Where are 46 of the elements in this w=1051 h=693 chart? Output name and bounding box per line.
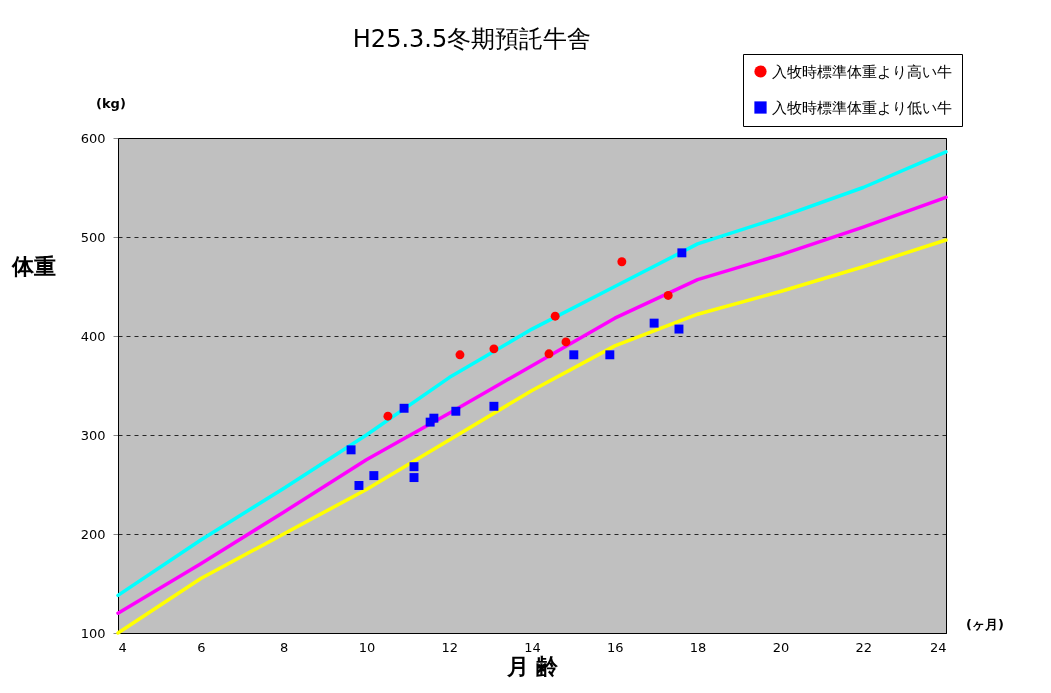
point [617,257,627,267]
point [649,318,659,328]
y-tick-label: 400 [80,328,106,344]
x-tick-label: 18 [689,639,707,655]
point [674,324,684,334]
x-axis-title: 月 齢 [505,653,560,679]
y-tick-label: 600 [80,130,106,146]
point [550,311,560,321]
point [561,337,571,347]
text: (ヶ月) [966,616,1004,634]
legend-label: 入牧時標準体重より高い牛 [772,62,952,81]
point [429,413,439,423]
x-tick-label: 10 [358,639,376,655]
point [455,350,465,360]
point [677,248,687,258]
point [544,349,554,359]
point [346,445,356,455]
x-tick-label: 4 [118,639,127,655]
y-axis-title: 体重 [10,253,56,279]
x-tick-label: 6 [197,639,206,655]
legend-label: 入牧時標準体重より低い牛 [772,98,952,117]
x-tick-label: 14 [524,639,541,655]
point [489,344,499,354]
x-tick-label: 12 [441,639,458,655]
point [451,406,461,416]
x-tick-label: 16 [607,639,624,655]
x-tick-label: 20 [772,639,790,655]
x-tick-label: 8 [279,639,289,655]
point [354,481,364,490]
x-tick-label: 22 [855,639,872,655]
point [569,350,579,360]
point [409,473,419,483]
y-tick-label: 300 [80,427,106,443]
point [605,350,615,360]
x-tick-label: 24 [929,639,947,655]
text: (kg) [96,96,126,111]
y-tick-label: 100 [80,625,106,641]
point [399,403,409,413]
point [409,462,419,472]
y-tick-label: 200 [80,526,106,542]
point [369,471,379,481]
point [383,411,393,421]
y-tick-label: 500 [80,229,106,245]
chart-title: H25.3.5冬期預託牛舎 [352,24,592,53]
point [663,290,673,300]
point [489,401,499,411]
